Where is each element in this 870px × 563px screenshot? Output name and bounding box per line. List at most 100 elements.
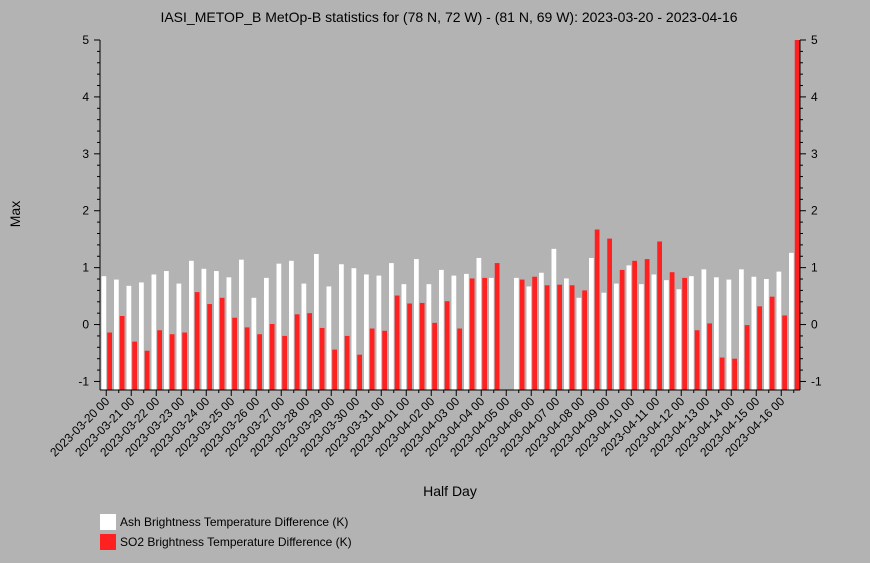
ash-bar — [476, 257, 482, 390]
so2-bar — [444, 301, 450, 390]
ash-bar — [226, 277, 232, 390]
so2-bar — [144, 350, 150, 390]
so2-bar — [369, 328, 375, 390]
ash-bar — [164, 271, 169, 390]
ash-bar — [489, 277, 494, 390]
ash-bar — [601, 292, 607, 390]
so2-bar — [557, 284, 562, 390]
y-tick-label: 5 — [82, 33, 89, 47]
so2-bar — [732, 358, 737, 390]
ash-bar — [101, 276, 107, 390]
ash-bar — [576, 297, 582, 390]
so2-bar — [744, 325, 750, 390]
so2-bar — [169, 334, 175, 390]
legend-item-ash: Ash Brightness Temperature Difference (K… — [100, 512, 352, 532]
y-tick-label-right: 2 — [811, 204, 818, 218]
ash-bar — [114, 279, 119, 390]
so2-bar — [457, 328, 462, 390]
ash-bar — [551, 248, 557, 390]
ash-bar — [651, 274, 657, 390]
ash-bar — [314, 253, 319, 390]
so2-bar — [419, 302, 425, 390]
legend-label-ash: Ash Brightness Temperature Difference (K… — [120, 515, 349, 529]
ash-bar — [351, 268, 357, 390]
ash-bar — [776, 271, 782, 390]
ash-bar — [426, 284, 432, 390]
so2-bar — [594, 229, 600, 390]
so2-bar — [319, 327, 325, 390]
ash-bar — [414, 259, 419, 390]
ash-bar — [139, 282, 144, 390]
ash-bar — [151, 274, 157, 390]
ash-bar — [239, 259, 244, 390]
legend-label-so2: SO2 Brightness Temperature Difference (K… — [120, 535, 352, 549]
ash-bar — [726, 279, 732, 390]
ash-bar — [676, 289, 682, 390]
y-tick-label-right: 1 — [811, 261, 818, 275]
y-tick-label: 1 — [82, 261, 89, 275]
so2-bar — [782, 315, 787, 390]
ash-bar — [514, 277, 519, 390]
so2-bar — [344, 335, 350, 390]
ash-bar — [201, 268, 207, 390]
y-tick-label: -1 — [78, 374, 89, 388]
y-tick-label: 3 — [82, 147, 89, 161]
ash-bar — [739, 269, 744, 390]
chart-title: IASI_METOP_B MetOp-B statistics for (78 … — [160, 9, 738, 25]
ash-bar — [339, 264, 344, 390]
so2-bar — [432, 322, 437, 390]
so2-bar — [632, 260, 637, 390]
ash-bar — [626, 265, 632, 390]
ash-bar — [326, 286, 332, 390]
so2-bar — [644, 259, 650, 390]
so2-bar — [207, 304, 212, 390]
ash-bar — [689, 276, 694, 390]
so2-bar — [532, 276, 537, 390]
so2-bar — [307, 313, 312, 390]
y-tick-label-right: 0 — [811, 318, 818, 332]
so2-bar — [794, 40, 800, 390]
so2-series-bars — [107, 40, 800, 390]
ash-bar — [251, 297, 257, 390]
ash-bar — [389, 263, 394, 390]
ash-bar — [264, 277, 269, 390]
so2-bar — [569, 285, 575, 390]
so2-bar — [282, 335, 287, 390]
ash-series-bars — [101, 248, 794, 390]
so2-bar — [269, 323, 275, 390]
so2-bar — [694, 330, 700, 390]
ash-bar — [639, 284, 644, 390]
ash-bar — [539, 272, 544, 390]
ash-bar — [789, 252, 794, 390]
y-tick-label: 4 — [82, 90, 89, 104]
y-tick-label-right: 4 — [811, 90, 818, 104]
ash-bar — [664, 280, 669, 390]
ash-bar — [751, 276, 757, 390]
ash-bar — [714, 277, 719, 390]
legend-swatch-ash — [100, 514, 116, 530]
ash-bar — [126, 285, 132, 390]
so2-bar — [707, 323, 712, 390]
so2-bar — [619, 269, 625, 390]
ash-bar — [214, 271, 219, 390]
so2-bar — [657, 241, 662, 390]
so2-bar — [544, 285, 550, 390]
y-tick-label: 0 — [82, 318, 89, 332]
so2-bar — [382, 330, 387, 390]
ash-bar — [589, 257, 594, 390]
so2-bar — [232, 317, 237, 390]
so2-bar — [494, 263, 500, 390]
ash-bar — [189, 260, 194, 390]
so2-bar — [294, 314, 300, 390]
so2-bar — [332, 349, 337, 390]
y-tick-label: 2 — [82, 204, 89, 218]
so2-bar — [219, 297, 225, 390]
so2-bar — [769, 296, 775, 390]
ash-bar — [364, 274, 369, 390]
so2-bar — [719, 357, 725, 390]
ash-bar — [401, 284, 407, 390]
so2-bar — [519, 279, 525, 390]
ash-bar — [376, 275, 382, 390]
